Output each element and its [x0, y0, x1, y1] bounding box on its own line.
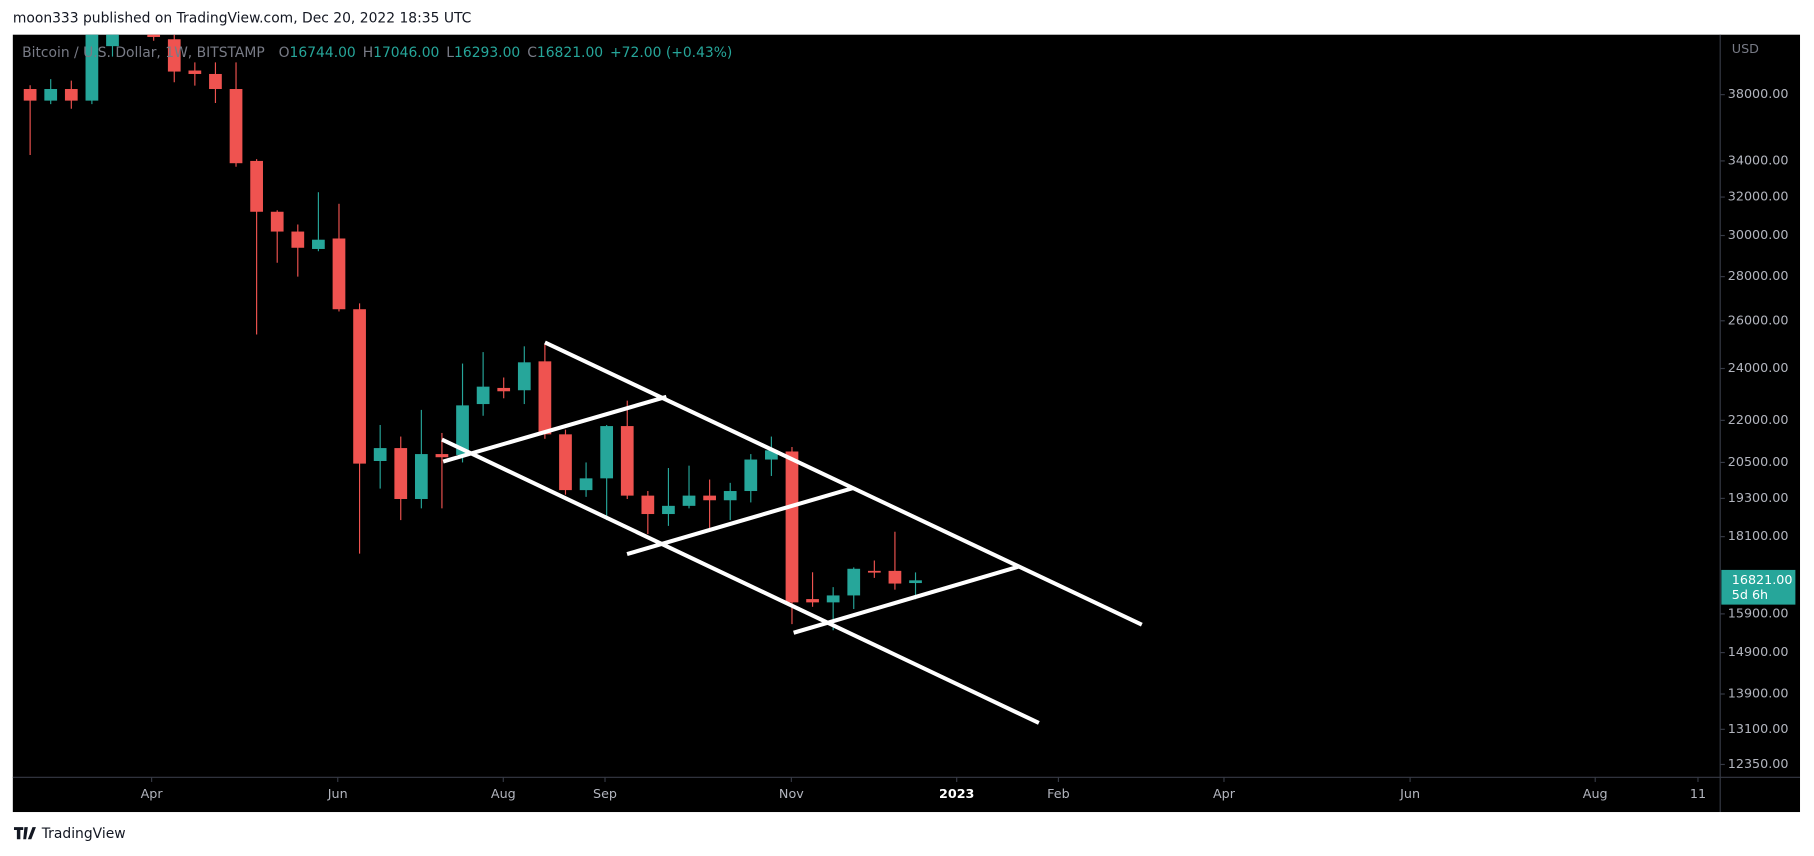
- candle-body: [909, 580, 922, 584]
- candle-body: [23, 89, 37, 101]
- price-badge-label: 16821.00: [1732, 572, 1793, 587]
- legend-symbol: Bitcoin / U.S. Dollar, 1W, BITSTAMP: [22, 45, 265, 61]
- price-badge: [1721, 569, 1796, 605]
- candle-body: [826, 595, 840, 603]
- y-tick-label: 13100.00: [1728, 721, 1789, 736]
- candle-body: [44, 89, 58, 101]
- candle-body: [209, 73, 222, 90]
- price-axis-unit: USD: [1732, 41, 1759, 56]
- candle-body: [620, 426, 634, 496]
- legend-value: 16821.00: [537, 45, 603, 61]
- candle-body: [291, 231, 305, 248]
- legend-key: O: [279, 45, 290, 61]
- y-tick-label: 38000.00: [1728, 86, 1789, 101]
- legend-value: 17046.00: [373, 45, 439, 61]
- legend-change: +72.00 (+0.43%): [610, 45, 732, 61]
- trend-line: [544, 340, 1143, 627]
- candle-body: [517, 362, 531, 391]
- x-tick-label: Apr: [1213, 786, 1236, 801]
- candle-body: [147, 34, 161, 37]
- candle-body: [270, 211, 284, 232]
- x-tick-label: Apr: [141, 786, 164, 801]
- candle-body: [188, 70, 202, 74]
- legend-key: C: [527, 45, 537, 61]
- y-tick-label: 32000.00: [1728, 189, 1789, 204]
- y-tick-label: 13900.00: [1728, 685, 1789, 700]
- candle-body: [744, 459, 758, 492]
- candle-body: [559, 434, 572, 491]
- candles: [23, 34, 922, 631]
- candle-body: [332, 238, 346, 310]
- candle-body: [641, 495, 655, 515]
- candle-body: [785, 451, 799, 603]
- candle-body: [312, 239, 325, 249]
- trend-line: [442, 394, 667, 464]
- candle-body: [106, 34, 119, 47]
- y-tick-label: 12350.00: [1728, 756, 1789, 771]
- candle-body: [579, 478, 593, 491]
- candle-body: [353, 309, 366, 464]
- candle-body: [538, 361, 552, 435]
- x-tick-label: Aug: [1583, 786, 1608, 801]
- candle-body: [888, 570, 902, 584]
- candle-body: [64, 89, 78, 101]
- candle-body: [867, 570, 881, 573]
- candle-body: [723, 491, 737, 501]
- y-tick-label: 19300.00: [1728, 490, 1789, 505]
- candle-body: [435, 454, 449, 458]
- candle-body: [765, 450, 778, 460]
- y-tick-label: 30000.00: [1728, 227, 1789, 242]
- y-tick-label: 15900.00: [1728, 605, 1789, 620]
- candle-body: [662, 505, 675, 515]
- y-tick-label: 14900.00: [1728, 644, 1789, 659]
- legend-key: L: [446, 45, 454, 61]
- y-tick-label: 28000.00: [1728, 268, 1789, 283]
- candle-body: [250, 160, 263, 212]
- trend-line: [441, 437, 1040, 725]
- x-tick-label: Aug: [491, 786, 516, 801]
- legend-value: 16744.00: [290, 45, 356, 61]
- symbol-legend: Bitcoin / U.S. Dollar, 1W, BITSTAMP O1674…: [22, 45, 732, 61]
- candle-body: [703, 495, 716, 501]
- y-tick-label: 22000.00: [1728, 412, 1789, 427]
- logo-mark: [13, 827, 36, 840]
- candle-body: [806, 599, 819, 603]
- legend-key: H: [363, 45, 373, 61]
- candle-body: [85, 34, 99, 101]
- candle-body: [167, 39, 181, 72]
- candle-body: [394, 448, 408, 500]
- candle-body: [847, 568, 861, 596]
- candle-body: [229, 89, 243, 164]
- trend-line: [626, 486, 854, 557]
- x-tick-label: 11: [1690, 786, 1706, 801]
- y-tick-label: 34000.00: [1728, 152, 1789, 167]
- y-tick-label: 18100.00: [1728, 528, 1789, 543]
- price-badge-countdown: 5d 6h: [1732, 587, 1768, 602]
- x-tick-label: Feb: [1047, 786, 1070, 801]
- candle-body: [456, 405, 469, 455]
- y-tick-label: 24000.00: [1728, 360, 1789, 375]
- legend-value: 16293.00: [454, 45, 520, 61]
- x-tick-label: 2023: [939, 786, 974, 801]
- tradingview-logo: TradingView: [13, 826, 126, 842]
- candle-body: [600, 426, 614, 479]
- chart-panel: [12, 34, 1801, 813]
- y-tick-label: 20500.00: [1728, 454, 1789, 469]
- x-tick-label: Jun: [327, 786, 348, 801]
- trend-line: [793, 564, 1019, 635]
- x-tick-label: Jun: [1399, 786, 1420, 801]
- drawings: [441, 340, 1143, 725]
- candle-body: [414, 454, 428, 500]
- axes: 12350.00 13100.00 13900.00 14900.00 15900.00…: [141, 86, 1796, 801]
- x-tick-label: Sep: [593, 786, 617, 801]
- candle-body: [497, 387, 511, 392]
- publish-header: moon333 published on TradingView.com, De…: [13, 11, 472, 27]
- y-tick-label: 26000.00: [1728, 312, 1789, 327]
- brand-name: TradingView: [41, 826, 126, 842]
- x-tick-label: Nov: [779, 786, 804, 801]
- candle-body: [373, 448, 387, 461]
- candle-body: [476, 386, 490, 405]
- candle-body: [682, 495, 696, 506]
